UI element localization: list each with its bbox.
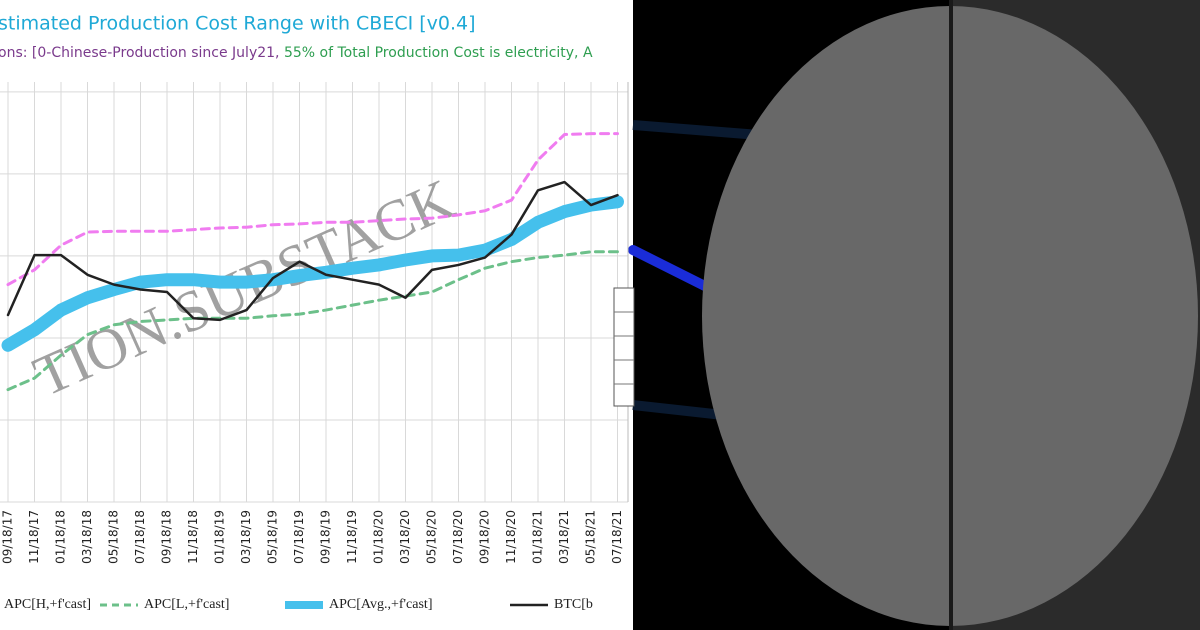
legend-label: APC[H,+f'cast]: [4, 597, 91, 612]
legend-label: APC[Avg.,+f'cast]: [329, 597, 432, 612]
series-line: [6, 180, 619, 322]
x-tick-label: 07/18/21: [610, 510, 624, 564]
x-tick-label: 11/18/17: [27, 510, 41, 564]
x-tick-label: 07/18/20: [451, 510, 465, 564]
x-tick-label: 09/18/17: [1, 510, 15, 564]
x-tick-label: 07/18/19: [292, 510, 306, 564]
x-tick-label: 09/18/19: [319, 510, 333, 564]
x-tick-label: 11/18/19: [345, 510, 359, 564]
x-tick-label: 03/18/21: [557, 510, 571, 564]
x-tick-label: 05/18/20: [425, 510, 439, 564]
x-tick-label: 03/18/20: [398, 510, 412, 564]
chart-title: stimated Production Cost Range with CBEC…: [0, 13, 476, 35]
series-line: [6, 132, 619, 287]
x-tick-label: 11/18/18: [186, 510, 200, 564]
series-line: [6, 250, 619, 392]
subtitle-part: 55% of Total Production Cost is electric…: [280, 45, 593, 61]
x-tick-label: 01/18/21: [531, 510, 545, 564]
x-tick-label: 09/18/20: [478, 510, 492, 564]
divider: [949, 0, 953, 630]
subtitle-part: ons: [0-Chinese-Production since July21,: [0, 45, 280, 61]
table-box: [613, 287, 635, 407]
x-tick-label: 05/18/19: [266, 510, 280, 564]
x-tick-label: 07/18/18: [133, 510, 147, 564]
legend-label: BTC[b: [554, 597, 593, 612]
x-tick-label: 05/18/18: [107, 510, 121, 564]
chart-subtitle: ons: [0-Chinese-Production since July21,…: [0, 45, 593, 61]
x-tick-label: 01/18/18: [54, 510, 68, 564]
chart-panel: [0, 0, 633, 630]
x-tick-label: 03/18/19: [239, 510, 253, 564]
x-tick-label: 11/18/20: [504, 510, 518, 564]
x-tick-label: 01/18/19: [213, 510, 227, 564]
x-tick-label: 01/18/20: [372, 510, 386, 564]
side-table: [613, 287, 635, 407]
legend-label: APC[L,+f'cast]: [144, 597, 229, 612]
series-line: [1, 195, 624, 352]
x-tick-label: 05/18/21: [584, 510, 598, 564]
x-tick-label: 09/18/18: [160, 510, 174, 564]
x-tick-label: 03/18/18: [80, 510, 94, 564]
